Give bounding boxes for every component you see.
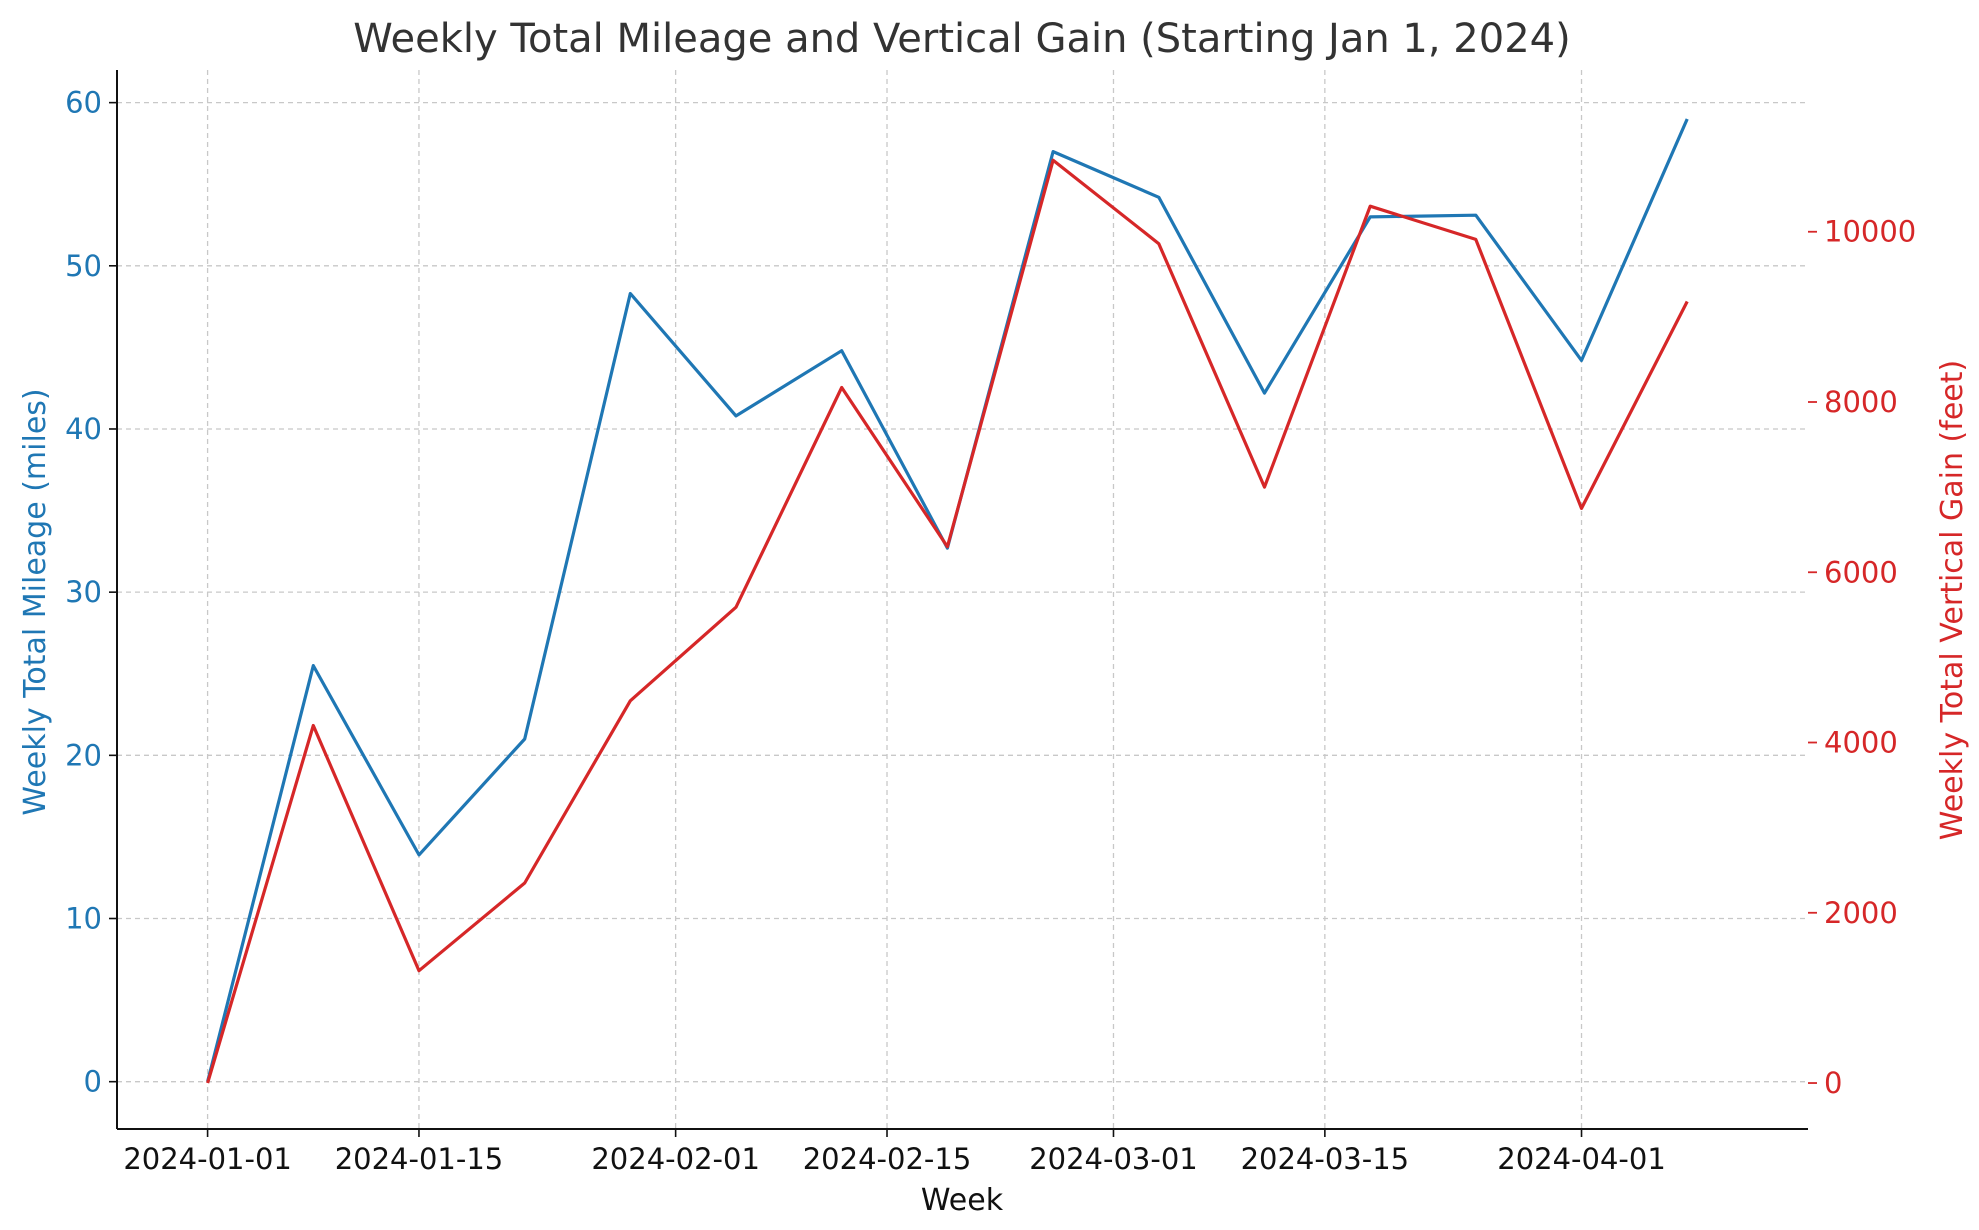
y-right-ticks: 0 2000 4000 6000 8000 10000 (1808, 215, 1916, 1100)
y-right-tick-label: 6000 (1824, 555, 1898, 589)
chart-title: Weekly Total Mileage and Vertical Gain (… (353, 16, 1570, 62)
series-line-mileage (206, 118, 1689, 1083)
y-right-tick-label: 4000 (1824, 726, 1898, 760)
y-right-tick-label: 2000 (1824, 896, 1898, 930)
series-line-vertical-gain (206, 158, 1689, 1084)
x-tick-label: 2024-02-01 (591, 1142, 760, 1176)
y-right-axis-label: Weekly Total Vertical Gain (feet) (1935, 360, 1970, 840)
y-right-tick-label: 8000 (1824, 385, 1898, 419)
x-tick-label: 2024-02-15 (803, 1142, 972, 1176)
y-left-tick-label: 40 (65, 412, 102, 446)
x-tick-label: 2024-01-15 (335, 1142, 504, 1176)
x-tick-label: 2024-04-01 (1497, 1142, 1666, 1176)
x-tick-label: 2024-03-01 (1029, 1142, 1198, 1176)
y-left-tick-label: 10 (65, 902, 102, 936)
y-left-tick-label: 60 (65, 86, 102, 120)
y-left-tick-label: 0 (84, 1065, 102, 1099)
y-left-tick-label: 20 (65, 738, 102, 772)
y-left-tick-label: 30 (65, 575, 102, 609)
x-axis-label: Week (921, 1183, 1004, 1218)
axes (116, 70, 1808, 1130)
x-tick-label: 2024-03-15 (1241, 1142, 1410, 1176)
x-tick-label: 2024-01-01 (123, 1142, 292, 1176)
x-ticks: 2024-01-01 2024-01-15 2024-02-01 2024-02-15… (123, 1129, 1666, 1176)
grid-lines (117, 70, 1808, 1129)
y-left-axis-label: Weekly Total Mileage (miles) (18, 388, 53, 815)
series-lines (206, 118, 1689, 1084)
y-right-tick-label: 10000 (1824, 215, 1916, 249)
y-left-tick-label: 50 (65, 249, 102, 283)
y-left-ticks: 0 10 20 30 40 50 60 (65, 86, 117, 1099)
y-right-tick-label: 0 (1824, 1066, 1842, 1100)
